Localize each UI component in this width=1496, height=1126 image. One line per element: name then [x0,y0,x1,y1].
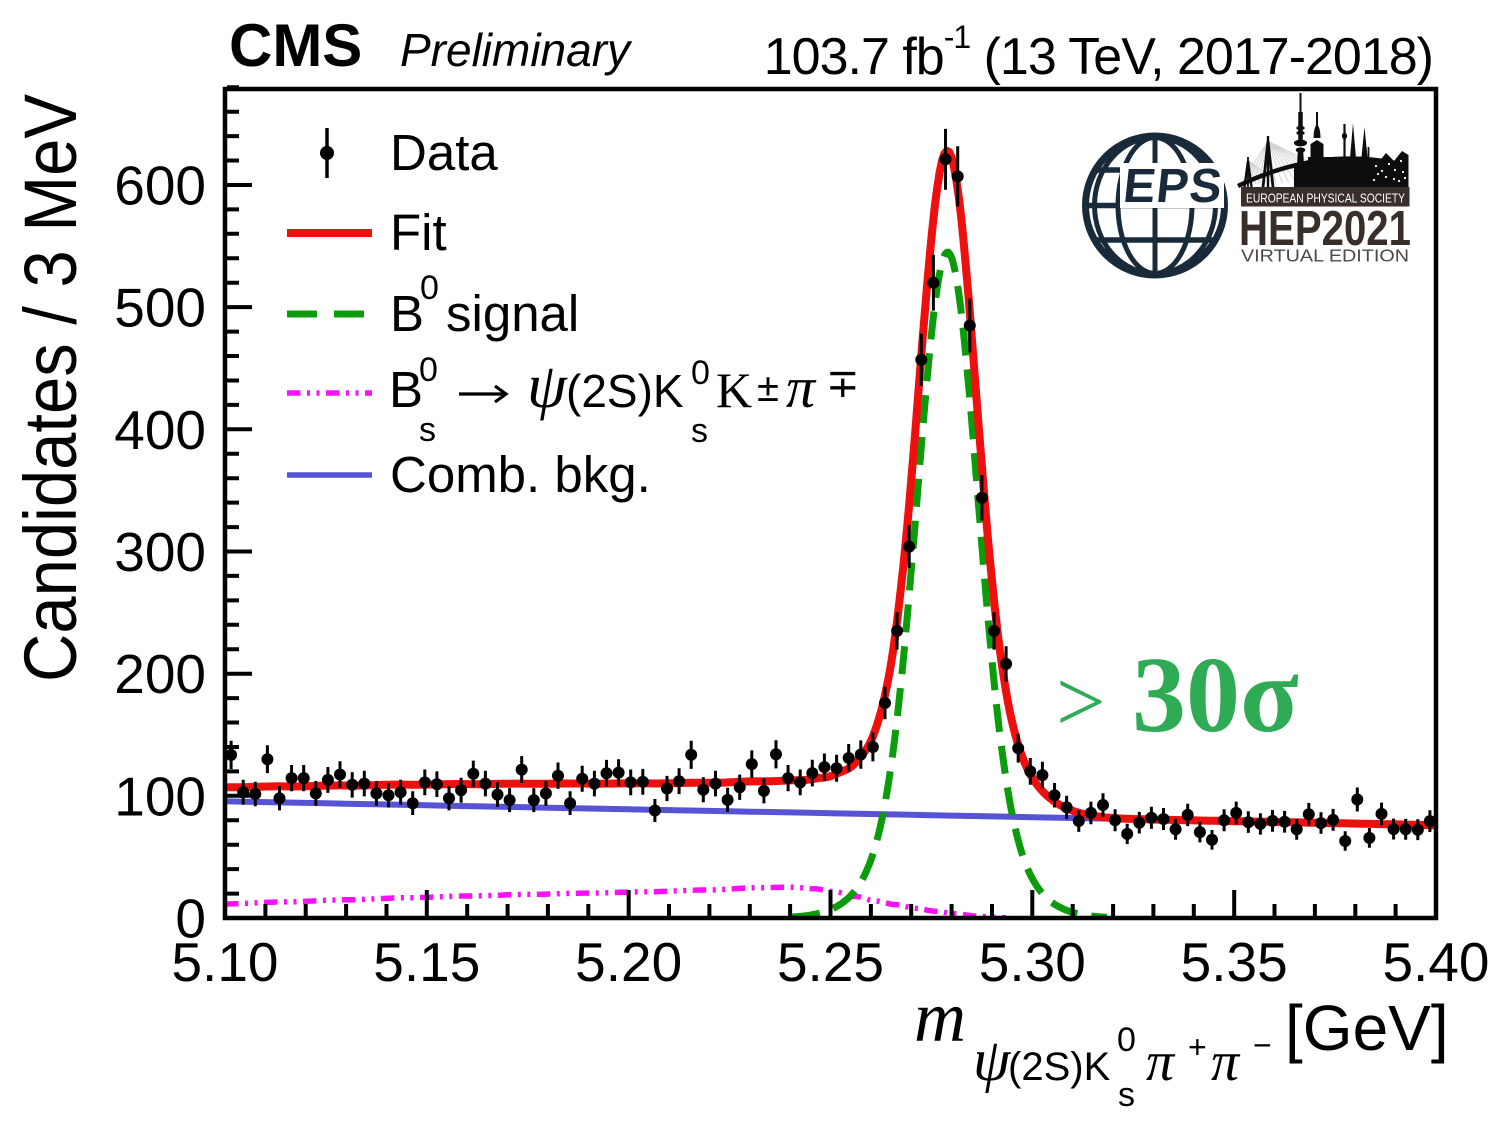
svg-text:Candidates / 3 MeV: Candidates / 3 MeV [9,93,92,682]
svg-text:5.20: 5.20 [575,931,682,993]
svg-text:400: 400 [114,399,206,461]
svg-text:5.25: 5.25 [777,931,884,993]
svg-text:0: 0 [1117,1021,1136,1059]
svg-text:0: 0 [419,351,438,389]
svg-text:π: π [1211,1031,1241,1093]
svg-text:5.35: 5.35 [1181,931,1288,993]
svg-text:ψ: ψ [527,350,568,421]
svg-text:s: s [691,412,708,450]
svg-text:100: 100 [114,765,206,827]
svg-text:5.40: 5.40 [1382,931,1489,993]
svg-text:600: 600 [114,155,206,217]
svg-text:300: 300 [114,521,206,583]
svg-text:(2S)K: (2S)K [1008,1045,1111,1089]
svg-text:103.7 fb-1 (13 TeV, 2017-2018): 103.7 fb-1 (13 TeV, 2017-2018) [764,19,1433,86]
svg-text:0: 0 [175,888,206,950]
svg-text:EUROPEAN PHYSICAL SOCIETY: EUROPEAN PHYSICAL SOCIETY [1246,192,1406,206]
svg-text:s: s [1118,1076,1135,1114]
svg-text:>: > [1056,654,1106,751]
svg-text:Fit: Fit [390,204,447,261]
svg-text:(2S)K: (2S)K [566,365,684,417]
svg-text:B: B [390,285,424,342]
svg-text:Comb. bkg.: Comb. bkg. [390,446,651,503]
svg-text:500: 500 [114,277,206,339]
svg-text:0: 0 [420,269,439,307]
svg-text:[GeV]: [GeV] [1285,992,1449,1064]
svg-text:200: 200 [114,643,206,705]
svg-text:EPS: EPS [1121,159,1226,213]
svg-text:K: K [716,362,752,418]
svg-text:π: π [786,355,817,420]
svg-text:m: m [914,977,966,1057]
svg-text:5.15: 5.15 [373,931,480,993]
svg-text:ψ: ψ [973,1027,1012,1093]
svg-text:VIRTUAL EDITION: VIRTUAL EDITION [1241,246,1409,266]
svg-text:Data: Data [390,124,498,181]
svg-text:π: π [1146,1031,1176,1093]
svg-text:B: B [389,361,423,418]
svg-text:HEP2021: HEP2021 [1239,202,1411,256]
svg-text:Preliminary: Preliminary [400,24,633,76]
svg-text:±: ± [757,366,779,410]
svg-text:5.30: 5.30 [979,931,1086,993]
svg-text:5.10: 5.10 [171,931,278,993]
svg-text:−: − [1253,1027,1272,1063]
svg-text:+: + [1188,1029,1207,1065]
svg-text:signal: signal [446,285,579,342]
svg-text:30σ: 30σ [1132,636,1299,755]
svg-text:0: 0 [691,354,710,392]
svg-text:s: s [419,411,436,449]
svg-text:CMS: CMS [229,12,362,79]
svg-text:∓: ∓ [826,362,860,406]
